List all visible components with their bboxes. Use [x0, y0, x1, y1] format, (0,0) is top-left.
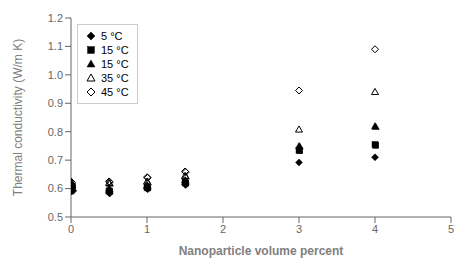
svg-text:3: 3: [296, 223, 302, 235]
svg-text:1.1: 1.1: [48, 40, 63, 52]
svg-text:1.0: 1.0: [48, 69, 63, 81]
svg-text:0.7: 0.7: [48, 154, 63, 166]
html-text:15 °C: 15 °C: [101, 44, 129, 56]
svg-text:5: 5: [448, 223, 454, 235]
svg-text:4: 4: [372, 223, 378, 235]
svg-text:0.9: 0.9: [48, 97, 63, 109]
html-text:5 °C: 5 °C: [101, 30, 123, 42]
svg-text:2: 2: [220, 223, 226, 235]
html-text:35 °C: 35 °C: [101, 72, 129, 84]
svg-text:Thermal conductivity (W/m K): Thermal conductivity (W/m K): [11, 39, 25, 196]
html-text:45 °C: 45 °C: [101, 86, 129, 98]
svg-text:0.8: 0.8: [48, 126, 63, 138]
svg-text:0: 0: [68, 223, 74, 235]
svg-text:1.2: 1.2: [48, 12, 63, 24]
svg-text:Nanoparticle volume percent: Nanoparticle volume percent: [179, 244, 344, 258]
html-text:15 °C: 15 °C: [101, 58, 129, 70]
svg-text:1: 1: [144, 223, 150, 235]
svg-text:0.5: 0.5: [48, 211, 63, 223]
svg-text:0.6: 0.6: [48, 182, 63, 194]
